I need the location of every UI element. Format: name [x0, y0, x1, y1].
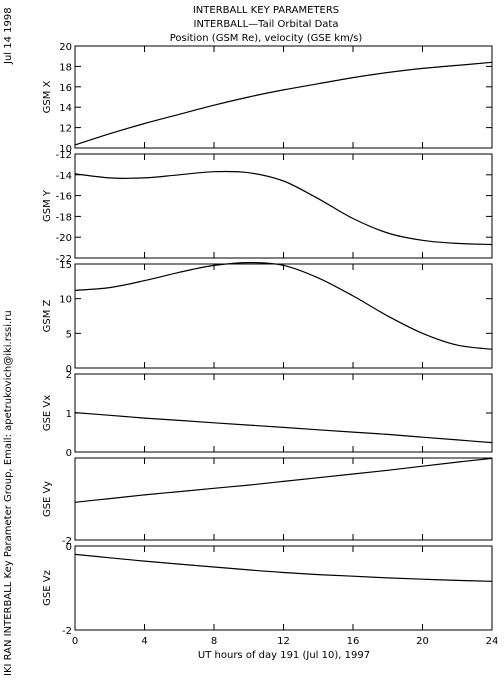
y-tick-label: -14 — [56, 171, 72, 182]
y-tick-label: -2 — [62, 626, 72, 637]
x-tick-label: 4 — [141, 636, 147, 647]
y-tick-label: -22 — [56, 254, 72, 265]
panel-frame — [74, 545, 493, 631]
y-tick-label: 16 — [59, 83, 72, 94]
x-tick-label: 16 — [347, 636, 360, 647]
y-tick-label: -12 — [56, 150, 72, 161]
y-tick-label: 15 — [59, 260, 72, 271]
y-tick-label: 0 — [66, 448, 72, 459]
y-tick-label: 1 — [66, 409, 72, 420]
panel-frame — [74, 153, 493, 259]
y-tick-label: 14 — [59, 103, 72, 114]
panel-frame — [74, 457, 493, 541]
y-tick-label: 5 — [66, 329, 72, 340]
chart-units-line: Position (GSM Re), velocity (GSE km/s) — [170, 33, 363, 44]
series-line — [74, 170, 493, 246]
credit-label: IKI RAN INTERBALL Key Parameter Group, E… — [3, 310, 14, 676]
y-axis-label: GSE Vz — [42, 570, 53, 606]
x-tick-label: 20 — [416, 636, 429, 647]
y-tick-label: 18 — [59, 62, 72, 73]
y-tick-label: -20 — [56, 233, 72, 244]
x-tick-label: 12 — [277, 636, 290, 647]
panel-frame — [74, 263, 493, 369]
chart-title: INTERBALL KEY PARAMETERS — [193, 5, 339, 16]
y-tick-label: -2 — [62, 536, 72, 547]
x-tick-label: 0 — [72, 636, 78, 647]
series-line — [74, 553, 493, 582]
y-tick-label: 2 — [66, 370, 72, 381]
series-line — [74, 61, 493, 146]
x-tick-label: 8 — [211, 636, 217, 647]
panel-frame — [74, 45, 493, 149]
y-tick-label: 10 — [59, 295, 72, 306]
y-tick-label: 0 — [66, 364, 72, 375]
chart-subtitle: INTERBALL—Tail Orbital Data — [194, 19, 339, 30]
y-axis-label: GSM X — [42, 80, 53, 113]
x-tick-label: 24 — [486, 636, 499, 647]
y-tick-label: 10 — [59, 144, 72, 155]
y-tick-label: 0 — [66, 542, 72, 553]
y-axis-label: GSE Vx — [42, 395, 53, 431]
series-line — [74, 261, 493, 350]
panel-frame — [74, 373, 493, 453]
y-tick-label: -18 — [56, 212, 72, 223]
x-axis-label: UT hours of day 191 (Jul 10), 1997 — [198, 650, 370, 661]
y-axis-label: GSM Z — [42, 299, 53, 332]
date-label: Jul 14 1998 — [3, 7, 14, 65]
y-tick-label: 12 — [59, 124, 72, 135]
y-axis-label: GSM Y — [42, 189, 53, 222]
y-tick-label: -16 — [56, 192, 72, 203]
series-line — [74, 457, 493, 503]
series-line — [74, 412, 493, 444]
y-axis-label: GSE Vy — [42, 481, 53, 517]
y-tick-label: 20 — [59, 42, 72, 53]
